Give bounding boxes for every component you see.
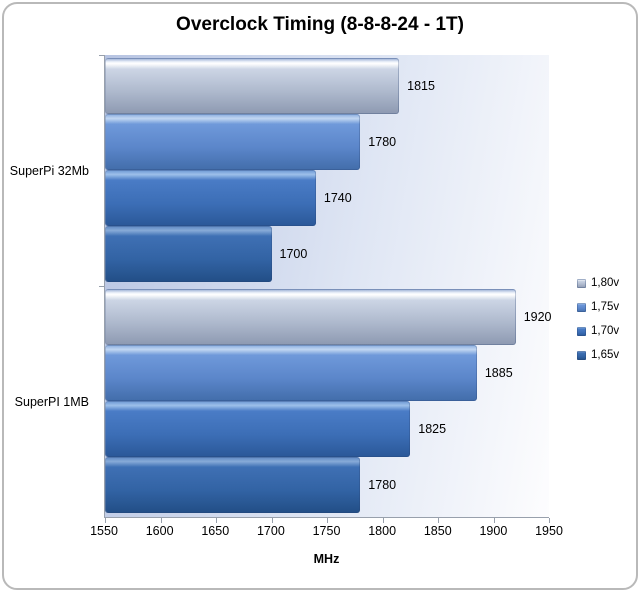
bar-value-label: 1885: [484, 366, 513, 380]
value-axis-tick: [216, 518, 217, 523]
category-axis-tick: [99, 286, 104, 287]
bar-1,70v-SuperPI 1MB: [105, 401, 411, 457]
category-label: SuperPI 1MB: [14, 394, 89, 409]
bar-1,70v-SuperPi 32Mb: [105, 170, 316, 226]
bar-1,65v-SuperPI 1MB: [105, 457, 361, 513]
bar-value-label: 1825: [418, 422, 447, 436]
bar-1,65v-SuperPi 32Mb: [105, 226, 272, 282]
value-axis-tick-label: 1600: [145, 524, 174, 538]
legend-label: 1,80v: [591, 277, 620, 289]
value-axis-tick-label: 1950: [535, 524, 563, 538]
bar-1,80v-SuperPi 32Mb: [105, 58, 400, 114]
value-axis-tick: [493, 518, 495, 523]
plot-area: 1815 1780 1740 1700 1920 1885 1825 1780: [99, 55, 552, 523]
value-axis-tick: [327, 518, 328, 523]
chart-title: Overclock Timing (8-8-8-24 - 1T): [176, 14, 464, 35]
bar-value-label: 1815: [407, 79, 435, 93]
value-axis-tick: [105, 518, 106, 523]
value-axis-tick: [549, 518, 550, 523]
value-axis-tick-label: 1550: [90, 524, 118, 538]
bar-1,80v-SuperPI 1MB: [105, 289, 516, 345]
value-axis-tick: [160, 518, 162, 523]
category-label: SuperPi 32Mb: [9, 163, 89, 178]
bar-value-label: 1700: [279, 247, 308, 261]
category-axis-labels: SuperPi 32Mb SuperPI 1MB: [0, 55, 96, 517]
bar-group: 1815 1780 1740 1700: [105, 55, 549, 286]
value-axis-tick: [271, 518, 273, 523]
legend-swatch-icon: [577, 350, 586, 360]
bar-value-label: 1920: [523, 310, 552, 324]
value-axis-tick-label: 1750: [312, 524, 341, 538]
legend-label: 1,65v: [591, 349, 620, 361]
value-axis-tick-label: 1650: [201, 524, 230, 538]
value-axis-tick-label: 1800: [368, 524, 397, 538]
value-axis-tick-label: 1900: [479, 524, 508, 538]
legend-label: 1,70v: [591, 325, 620, 337]
value-axis-tick-label: 1850: [423, 524, 452, 538]
legend-item: 1,80v: [577, 271, 619, 295]
legend-swatch-icon: [577, 302, 586, 312]
value-axis-tick-label: 1700: [256, 524, 285, 538]
legend-item: 1,70v: [577, 319, 619, 343]
x-axis-title: MHz: [313, 552, 340, 566]
legend-swatch-icon: [577, 278, 586, 288]
bar-value-label: 1780: [368, 478, 397, 492]
bar-value-label: 1740: [323, 191, 352, 205]
legend-swatch-icon: [577, 326, 586, 336]
bar-1,75v-SuperPI 1MB: [105, 345, 477, 401]
value-axis-tick-labels: 1550 1600 1650 1700 1750 1800 1850 1900 1950: [90, 524, 563, 540]
bar-group: 1920 1885 1825 1780: [105, 286, 552, 517]
bar-value-label: 1780: [368, 135, 397, 149]
legend-item: 1,75v: [577, 295, 619, 319]
legend-label: 1,75v: [591, 301, 620, 313]
category-axis-tick: [99, 55, 104, 56]
legend: 1,80v 1,75v 1,70v 1,65v: [577, 271, 619, 367]
legend-item: 1,65v: [577, 343, 619, 367]
value-axis-tick: [438, 518, 439, 523]
bar-1,75v-SuperPi 32Mb: [105, 114, 361, 170]
value-axis-tick: [382, 518, 384, 523]
